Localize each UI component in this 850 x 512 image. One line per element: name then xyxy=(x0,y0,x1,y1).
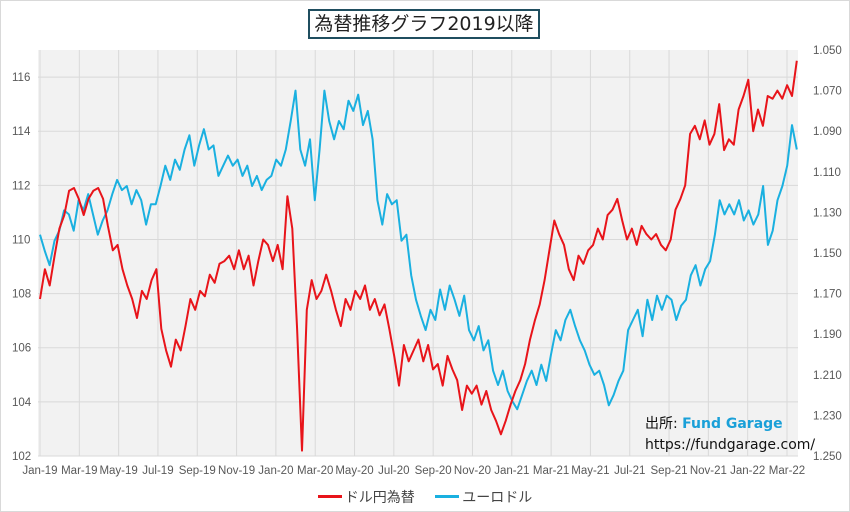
x-tick-label: Jan-22 xyxy=(730,465,765,477)
gridlines xyxy=(38,50,798,457)
source-name: Fund Garage xyxy=(682,416,783,432)
y-right-tick-label: 1.110 xyxy=(813,167,841,179)
y-left-tick-label: 112 xyxy=(12,180,30,192)
x-tick-label: May-20 xyxy=(335,465,373,477)
series-line-usdjpy xyxy=(39,60,798,452)
y-right-tick-label: 1.050 xyxy=(813,45,842,57)
x-tick-label: Sep-19 xyxy=(179,465,216,477)
source-annotation: 出所: Fund Garage https://fundgarage.com/ xyxy=(645,414,815,456)
axis-ticks: 102 104 106 108 110 112 114 116 1.050 1.070 1.090 1… xyxy=(12,45,842,477)
x-tick-label: Jan-20 xyxy=(258,465,293,477)
x-tick-label: Jul-19 xyxy=(142,465,173,477)
x-tick-label: Sep-21 xyxy=(651,465,688,477)
source-label: 出所: xyxy=(645,416,683,432)
legend-item-eurusd: ユーロドル xyxy=(435,487,532,507)
series-line-eurusd xyxy=(39,89,798,411)
chart-title: 為替推移グラフ2019以降 xyxy=(308,9,540,39)
y-right-tick-label: 1.250 xyxy=(813,451,842,463)
y-left-tick-label: 114 xyxy=(12,126,31,138)
legend-item-usdjpy: ドル円為替 xyxy=(317,487,415,507)
y-right-tick-label: 1.190 xyxy=(813,329,842,341)
x-tick-label: Jul-20 xyxy=(378,465,409,477)
y-right-tick-label: 1.230 xyxy=(813,410,842,422)
legend-label: ドル円為替 xyxy=(344,489,415,506)
x-tick-label: Jul-21 xyxy=(614,465,645,477)
x-tick-label: Jan-19 xyxy=(22,465,57,477)
plot-area xyxy=(38,50,798,456)
x-tick-label: Mar-20 xyxy=(297,465,333,477)
x-tick-label: Nov-19 xyxy=(218,465,255,477)
x-tick-label: Mar-19 xyxy=(61,465,97,477)
x-tick-label: Sep-20 xyxy=(415,465,452,477)
x-tick-label: May-19 xyxy=(99,465,137,477)
y-right-tick-label: 1.210 xyxy=(813,370,842,382)
y-left-tick-label: 106 xyxy=(12,343,31,355)
x-tick-label: Jan-21 xyxy=(494,465,529,477)
legend: ドル円為替 ユーロドル xyxy=(0,486,850,507)
legend-label: ユーロドル xyxy=(462,489,533,506)
source-url: https://fundgarage.com/ xyxy=(645,437,816,453)
series-lines xyxy=(39,60,798,452)
y-right-tick-label: 1.170 xyxy=(813,289,842,301)
y-left-tick-label: 110 xyxy=(12,234,30,246)
y-left-tick-label: 102 xyxy=(12,451,31,463)
y-left-tick-label: 108 xyxy=(12,289,31,301)
x-tick-label: Mar-21 xyxy=(533,465,569,477)
x-tick-label: Nov-20 xyxy=(454,465,491,477)
x-tick-label: Nov-21 xyxy=(690,465,727,477)
legend-swatch-red xyxy=(317,495,342,498)
x-tick-label: May-21 xyxy=(571,465,609,477)
legend-swatch-blue xyxy=(435,495,460,498)
y-right-tick-label: 1.150 xyxy=(813,248,842,260)
y-left-tick-label: 116 xyxy=(12,72,30,84)
y-left-tick-label: 104 xyxy=(12,397,32,409)
y-right-tick-label: 1.090 xyxy=(813,126,842,138)
y-right-tick-label: 1.130 xyxy=(813,207,842,219)
x-tick-label: Mar-22 xyxy=(769,465,805,477)
y-right-tick-label: 1.070 xyxy=(813,86,842,98)
